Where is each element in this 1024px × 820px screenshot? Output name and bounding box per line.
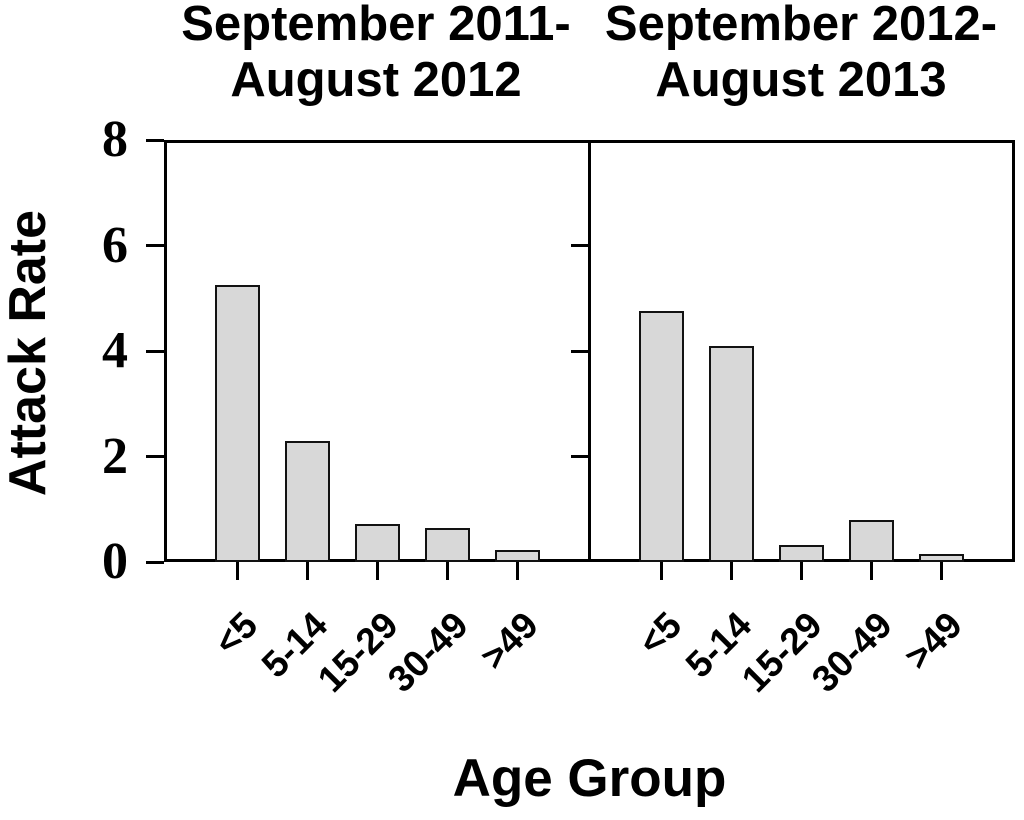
x-tick-label: 15-29: [733, 604, 830, 701]
bar: [708, 345, 754, 562]
bar: [919, 553, 965, 562]
x-tick-label: >49: [472, 604, 546, 678]
x-tick-label: >49: [896, 604, 970, 678]
y-tick-label: 4: [102, 322, 128, 379]
panel-title-left-line2: August 2012: [230, 53, 522, 107]
bar: [849, 519, 895, 562]
panel-title-right: September 2012- August 2013: [576, 0, 1024, 108]
divider-y-tick: [571, 244, 588, 247]
x-tick-label: 15-29: [309, 604, 406, 701]
x-tick: [800, 562, 803, 580]
y-tick: [146, 244, 164, 247]
bar: [425, 527, 471, 562]
y-tick-label: 0: [102, 533, 128, 590]
bar: [355, 524, 400, 562]
divider-y-tick: [571, 455, 588, 458]
y-tick-label: 6: [102, 216, 128, 274]
x-tick: [870, 562, 874, 580]
x-tick: [729, 562, 733, 580]
panel-title-right-line2: August 2013: [655, 53, 947, 107]
bar: [495, 550, 541, 562]
x-tick: [235, 562, 239, 580]
panel-title-left-line1: September 2011-: [181, 0, 571, 51]
y-tick-label: 2: [102, 427, 128, 485]
y-tick: [146, 455, 164, 458]
y-tick: [146, 349, 164, 353]
x-tick: [940, 562, 944, 580]
panel-title-left: September 2011- August 2012: [151, 0, 601, 108]
bar: [638, 311, 684, 562]
x-tick-label: 30-49: [803, 604, 900, 701]
bar: [214, 285, 260, 562]
y-tick: [146, 560, 164, 564]
divider-y-tick: [571, 349, 588, 353]
panel-divider: [588, 140, 591, 562]
x-tick-label: 30-49: [379, 604, 476, 701]
y-tick-label: 8: [102, 111, 128, 168]
bar: [284, 440, 330, 562]
x-tick: [446, 562, 450, 580]
x-tick: [305, 562, 309, 580]
x-tick: [376, 562, 379, 580]
x-tick: [516, 562, 520, 580]
x-tick: [659, 562, 663, 580]
bar: [779, 544, 824, 562]
panel-title-right-line1: September 2012-: [604, 0, 998, 51]
y-tick: [146, 138, 164, 142]
x-axis-label: Age Group: [452, 749, 727, 808]
